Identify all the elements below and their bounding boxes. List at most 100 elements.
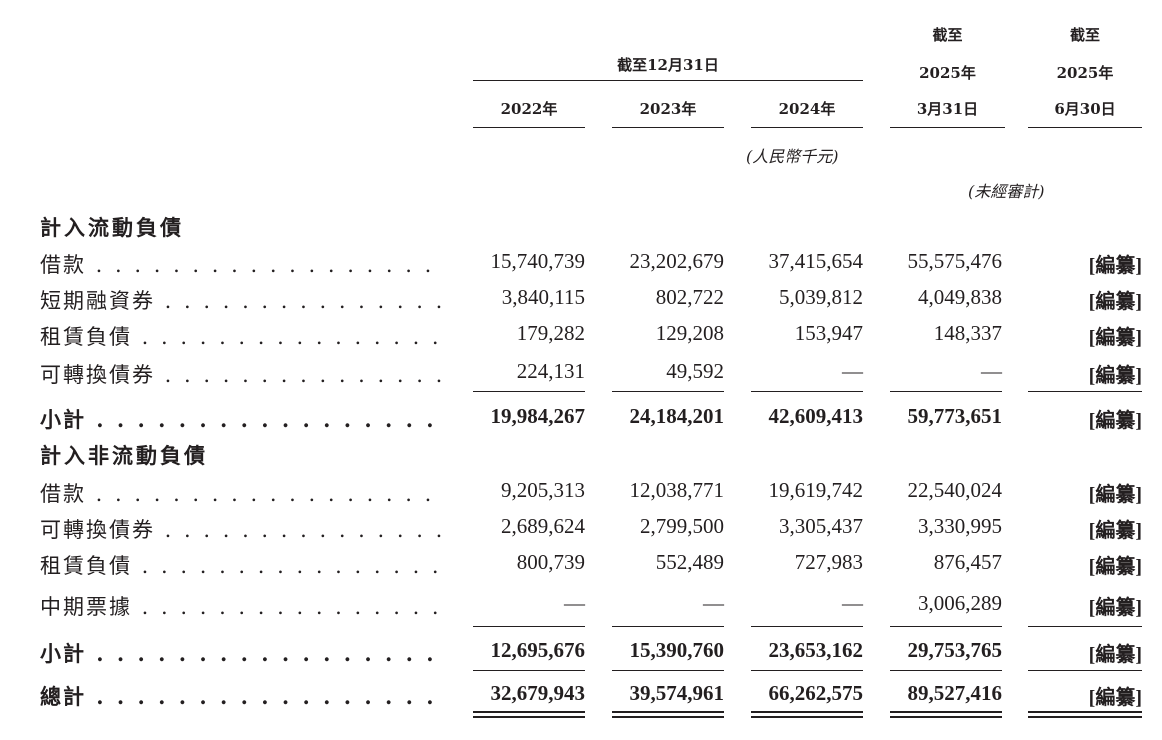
value-cell: 3,006,289: [918, 591, 1002, 615]
leader-dots: . . . . . . . . . . . . . . . . . . . . …: [164, 289, 442, 313]
col-2023-header: 2023年: [639, 100, 697, 118]
row-label: 可轉換債券 . . . . . . . . . . . . . . . . . …: [40, 359, 442, 389]
placeholder-cell: [編纂]: [1088, 255, 1142, 277]
current-sum-rule: [612, 391, 724, 392]
value-cell: 4,049,838: [918, 285, 1002, 309]
col-jun-rule: [1028, 127, 1142, 128]
value-cell: —: [564, 591, 585, 615]
col-mar-line2: 2025年: [919, 64, 976, 82]
value-cell: 49,592: [666, 359, 724, 383]
group-title: 截至12月31日: [617, 56, 719, 74]
leader-dots: . . . . . . . . . . . . . . . . . . . . …: [164, 363, 442, 387]
leader-dots: . . . . . . . . . . . . . . . . . . . . …: [96, 407, 442, 432]
placeholder-cell: [編纂]: [1088, 410, 1142, 432]
col-jun-line1: 截至: [1069, 26, 1100, 44]
total-double-rule: [612, 711, 724, 718]
value-cell: —: [842, 359, 863, 383]
total-top-rule: [1028, 670, 1142, 671]
value-cell: 39,574,961: [629, 681, 725, 705]
current-sum-rule: [751, 391, 863, 392]
total-top-rule: [751, 670, 863, 671]
value-cell: 22,540,024: [907, 478, 1003, 502]
row-label: 借款 . . . . . . . . . . . . . . . . . . .…: [40, 249, 442, 279]
total-double-rule: [1028, 711, 1142, 718]
current-sum-rule: [1028, 391, 1142, 392]
col-mar-line1: 截至: [932, 26, 963, 44]
value-cell: —: [981, 359, 1002, 383]
value-cell: 153,947: [794, 321, 863, 345]
col-2024-header: 2024年: [778, 100, 836, 118]
leader-dots: . . . . . . . . . . . . . . . . . . . . …: [96, 684, 442, 709]
row-label-text: 短期融資券: [40, 289, 155, 313]
leader-dots: . . . . . . . . . . . . . . . . . . . . …: [164, 518, 442, 542]
col-2023-rule: [612, 127, 724, 128]
value-cell: 3,840,115: [501, 285, 585, 309]
total-double-rule: [751, 711, 863, 718]
value-cell: 3,305,437: [779, 514, 863, 538]
value-cell: 19,984,267: [490, 404, 586, 428]
value-cell: 5,039,812: [779, 285, 863, 309]
value-cell: 15,740,739: [490, 249, 586, 273]
value-cell: 89,527,416: [907, 681, 1003, 705]
noncurrent-sum-rule: [473, 626, 585, 627]
placeholder-cell: [編纂]: [1088, 556, 1142, 578]
value-cell: 876,457: [933, 550, 1002, 574]
row-label-text: 可轉換債券: [40, 518, 155, 542]
value-cell: 55,575,476: [907, 249, 1003, 273]
row-label: 可轉換債券 . . . . . . . . . . . . . . . . . …: [40, 514, 442, 544]
col-2022-rule: [473, 127, 585, 128]
col-mar-line3: 3月31日: [916, 100, 979, 118]
placeholder-cell: [編纂]: [1088, 687, 1142, 709]
value-cell: 12,038,771: [629, 478, 725, 502]
value-cell: 2,799,500: [640, 514, 724, 538]
total-top-rule: [473, 670, 585, 671]
noncurrent-section-title: 計入非流動負債: [40, 443, 208, 468]
value-cell: 802,722: [655, 285, 724, 309]
value-cell: 23,202,679: [629, 249, 725, 273]
row-label: 租賃負債 . . . . . . . . . . . . . . . . . .…: [40, 321, 442, 351]
value-cell: 15,390,760: [629, 638, 725, 662]
total-double-rule: [473, 711, 585, 718]
value-cell: —: [703, 591, 724, 615]
value-cell: 29,753,765: [907, 638, 1003, 662]
current-sum-rule: [473, 391, 585, 392]
row-label: 小計 . . . . . . . . . . . . . . . . . . .…: [40, 404, 442, 434]
current-section-title: 計入流動負債: [40, 215, 184, 240]
value-cell: 42,609,413: [768, 404, 864, 428]
col-2024-rule: [751, 127, 863, 128]
value-cell: 224,131: [516, 359, 585, 383]
col-jun-line3: 6月30日: [1054, 100, 1116, 118]
placeholder-cell: [編纂]: [1088, 644, 1142, 666]
value-cell: 12,695,676: [490, 638, 586, 662]
value-cell: 2,689,624: [501, 514, 585, 538]
leader-dots: . . . . . . . . . . . . . . . . . . . . …: [141, 554, 442, 578]
leader-dots: . . . . . . . . . . . . . . . . . . . . …: [141, 325, 442, 349]
placeholder-cell: [編纂]: [1088, 291, 1142, 313]
row-label: 短期融資券 . . . . . . . . . . . . . . . . . …: [40, 285, 442, 315]
value-cell: 19,619,742: [768, 478, 864, 502]
value-cell: —: [842, 591, 863, 615]
total-double-rule: [890, 711, 1002, 718]
noncurrent-sum-rule: [890, 626, 1002, 627]
leader-dots: . . . . . . . . . . . . . . . . . . . . …: [95, 253, 442, 277]
total-top-rule: [612, 670, 724, 671]
leader-dots: . . . . . . . . . . . . . . . . . . . . …: [96, 641, 442, 666]
row-label: 租賃負債 . . . . . . . . . . . . . . . . . .…: [40, 550, 442, 580]
noncurrent-sum-rule: [612, 626, 724, 627]
value-cell: 32,679,943: [490, 681, 586, 705]
leader-dots: . . . . . . . . . . . . . . . . . . . . …: [141, 595, 442, 619]
row-label-text: 中期票據: [40, 595, 132, 619]
row-label-text: 小計: [40, 641, 86, 666]
row-label: 小計 . . . . . . . . . . . . . . . . . . .…: [40, 638, 442, 668]
value-cell: 148,337: [933, 321, 1002, 345]
col-jun-line2: 2025年: [1056, 64, 1114, 82]
placeholder-cell: [編纂]: [1088, 597, 1142, 619]
value-cell: 59,773,651: [907, 404, 1003, 428]
value-cell: 129,208: [655, 321, 724, 345]
value-cell: 37,415,654: [768, 249, 864, 273]
placeholder-cell: [編纂]: [1088, 327, 1142, 349]
col-2022-header: 2022年: [500, 100, 558, 118]
row-label: 中期票據 . . . . . . . . . . . . . . . . . .…: [40, 591, 442, 621]
total-top-rule: [890, 670, 1002, 671]
current-sum-rule: [890, 391, 1002, 392]
